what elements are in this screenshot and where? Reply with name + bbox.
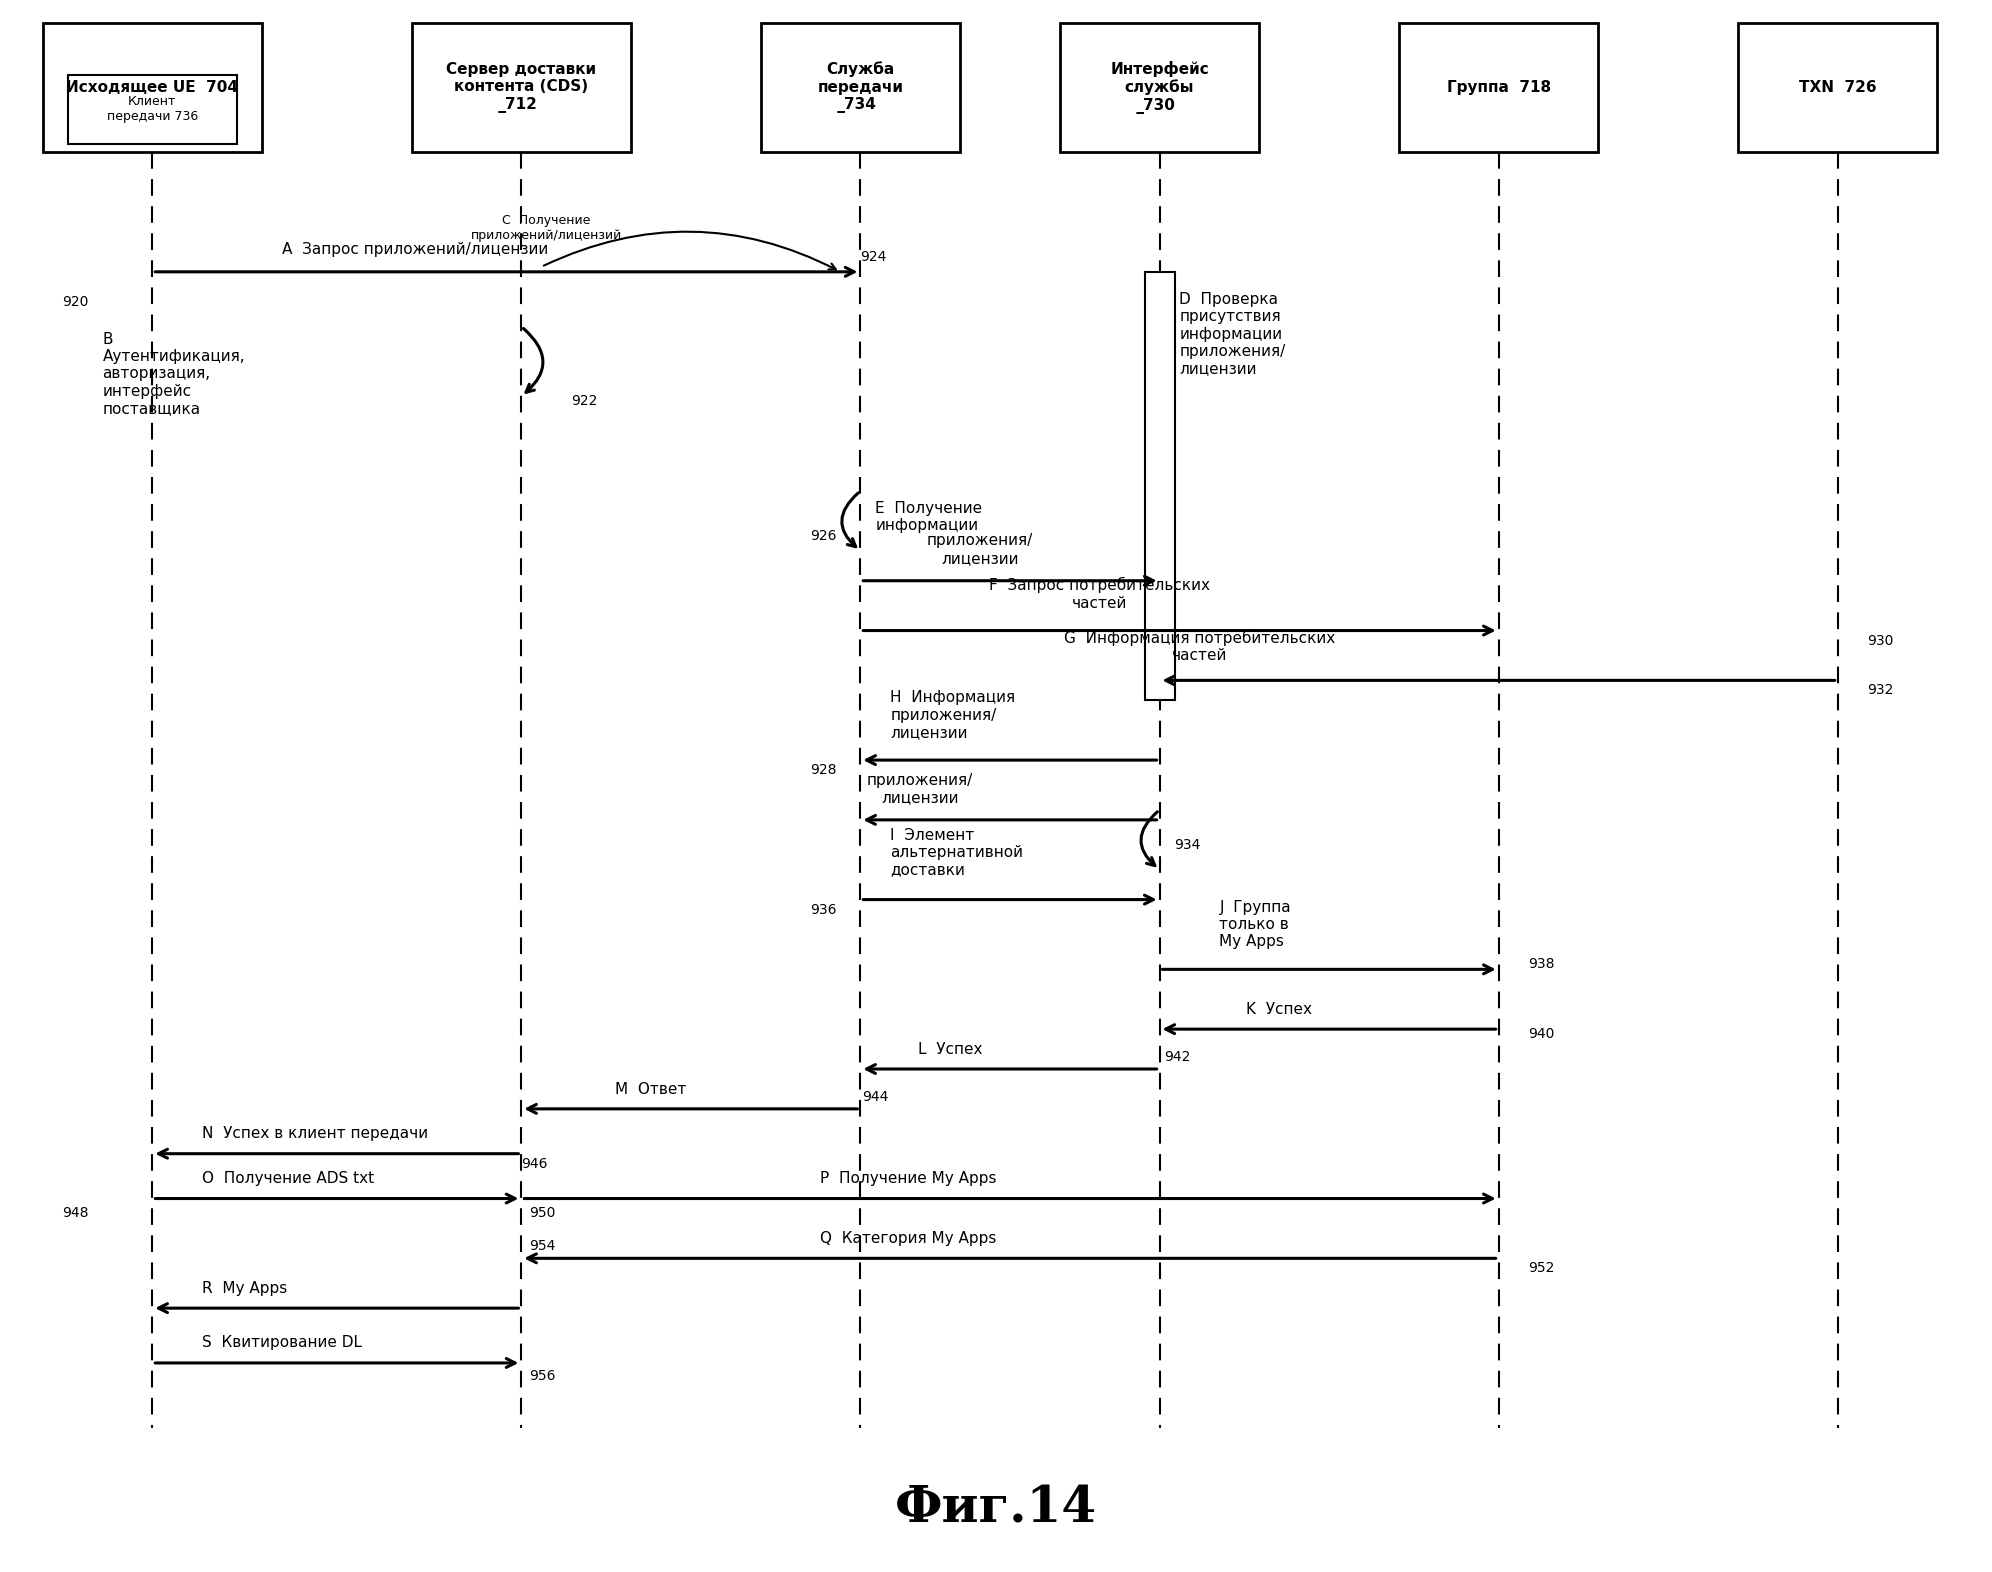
Text: Фиг.14: Фиг.14: [894, 1486, 1098, 1534]
Text: Сервер доставки
контента (CDS)
̲712: Сервер доставки контента (CDS) ̲712: [446, 61, 596, 113]
Text: B
Аутентификация,
авторизация,
интерфейс
поставщика: B Аутентификация, авторизация, интерфейс…: [102, 332, 245, 417]
Text: N  Успех в клиент передачи: N Успех в клиент передачи: [203, 1126, 428, 1141]
FancyBboxPatch shape: [68, 74, 237, 145]
Text: 922: 922: [572, 395, 598, 409]
Text: G  Информация потребительских
частей: G Информация потребительских частей: [1064, 630, 1335, 663]
FancyBboxPatch shape: [1737, 22, 1938, 152]
FancyBboxPatch shape: [761, 22, 960, 152]
Text: Q  Категория My Apps: Q Категория My Apps: [821, 1231, 996, 1247]
Text: Служба
передачи
̲734: Служба передачи ̲734: [817, 61, 904, 113]
Text: 954: 954: [530, 1239, 556, 1253]
Text: 952: 952: [1528, 1261, 1556, 1275]
Text: 938: 938: [1528, 957, 1556, 971]
Text: 924: 924: [861, 250, 886, 264]
Text: 928: 928: [811, 762, 837, 777]
Text: 936: 936: [811, 902, 837, 916]
Text: приложения/
лицензии: приложения/ лицензии: [926, 533, 1034, 566]
FancyBboxPatch shape: [1060, 22, 1259, 152]
Text: P  Получение My Apps: P Получение My Apps: [821, 1171, 996, 1185]
FancyBboxPatch shape: [412, 22, 631, 152]
Text: 940: 940: [1528, 1027, 1556, 1041]
Text: 930: 930: [1868, 634, 1894, 648]
Text: A  Запрос приложений/лицензии: A Запрос приложений/лицензии: [283, 242, 548, 256]
Text: L  Успех: L Успех: [918, 1042, 982, 1056]
Text: 932: 932: [1868, 684, 1894, 698]
Text: M  Ответ: M Ответ: [616, 1082, 687, 1097]
Text: 934: 934: [1175, 838, 1201, 852]
Text: 950: 950: [530, 1206, 556, 1220]
Text: 920: 920: [62, 294, 90, 308]
Text: H  Информация
приложения/
лицензии: H Информация приложения/ лицензии: [890, 690, 1016, 740]
Text: 944: 944: [863, 1089, 888, 1104]
Text: 926: 926: [811, 528, 837, 542]
Text: Клиент
передачи 736: Клиент передачи 736: [108, 96, 197, 123]
Text: I  Элемент
альтернативной
доставки: I Элемент альтернативной доставки: [890, 828, 1024, 877]
Text: O  Получение ADS txt: O Получение ADS txt: [203, 1171, 374, 1185]
FancyBboxPatch shape: [42, 22, 263, 152]
Text: J  Группа
только в
My Apps: J Группа только в My Apps: [1219, 899, 1291, 949]
Text: Интерфейс
службы
̲730: Интерфейс службы ̲730: [1110, 61, 1209, 113]
FancyBboxPatch shape: [1145, 272, 1175, 700]
Text: 948: 948: [62, 1206, 90, 1220]
Text: 946: 946: [522, 1157, 548, 1171]
Text: C  Получение
приложений/лицензий: C Получение приложений/лицензий: [470, 214, 622, 242]
Text: D  Проверка
присутствия
информации
приложения/
лицензии: D Проверка присутствия информации прилож…: [1179, 292, 1285, 376]
FancyBboxPatch shape: [1398, 22, 1598, 152]
Text: Исходящее UE  704: Исходящее UE 704: [66, 80, 239, 94]
Text: 942: 942: [1165, 1050, 1191, 1064]
Text: Группа  718: Группа 718: [1446, 80, 1550, 94]
Text: TXN  726: TXN 726: [1799, 80, 1876, 94]
Text: F  Запрос потребительских
частей: F Запрос потребительских частей: [990, 577, 1211, 610]
Text: 956: 956: [530, 1369, 556, 1383]
Text: R  My Apps: R My Apps: [203, 1281, 287, 1297]
Text: E  Получение
информации: E Получение информации: [874, 501, 982, 533]
Text: S  Квитирование DL: S Квитирование DL: [203, 1335, 363, 1350]
Text: приложения/
лицензии: приложения/ лицензии: [867, 772, 974, 805]
Text: K  Успех: K Успех: [1247, 1003, 1313, 1017]
